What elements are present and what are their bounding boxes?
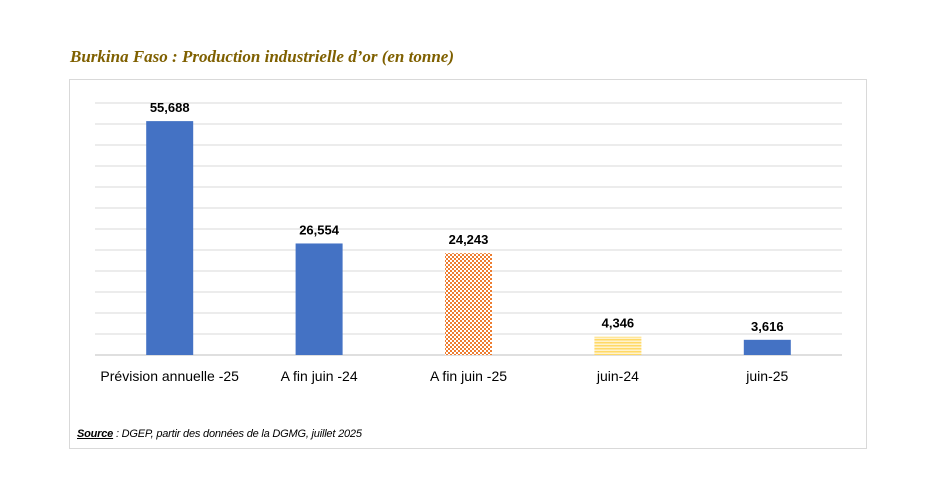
x-tick-label: Prévision annuelle -25 — [100, 368, 239, 384]
data-label: 24,243 — [449, 232, 489, 247]
x-tick-label: juin-24 — [596, 368, 639, 384]
data-label: 3,616 — [751, 319, 784, 334]
bar — [743, 339, 791, 355]
bar — [445, 253, 492, 355]
chart-title: Burkina Faso : Production industrielle d… — [70, 47, 454, 66]
source-note: Source : DGEP, partir des données de la … — [77, 428, 362, 440]
bar — [594, 336, 642, 355]
x-tick-label: juin-25 — [745, 368, 788, 384]
x-tick-label: A fin juin -24 — [281, 368, 358, 384]
data-label: 55,688 — [150, 100, 190, 115]
source-label: Source — [77, 428, 114, 440]
data-label: 4,346 — [602, 316, 635, 331]
x-tick-label: A fin juin -25 — [430, 368, 507, 384]
source-text: : DGEP, partir des données de la DGMG, j… — [113, 428, 362, 440]
bar — [146, 121, 194, 355]
bar — [295, 243, 343, 355]
data-label: 26,554 — [299, 222, 340, 237]
